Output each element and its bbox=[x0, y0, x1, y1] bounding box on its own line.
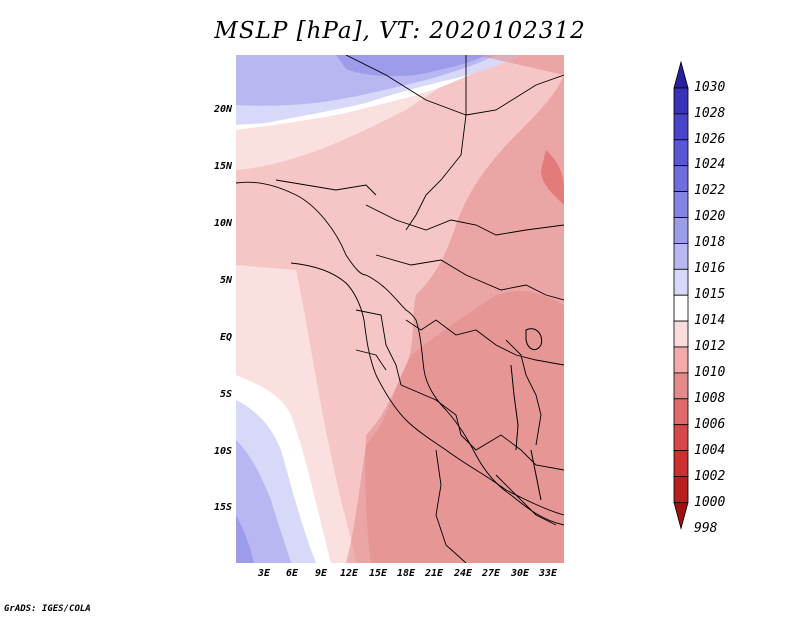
drc-north bbox=[375, 254, 564, 301]
colorbar-bottom-arrow bbox=[673, 502, 689, 530]
lon-tick-21e: 21E bbox=[424, 568, 444, 579]
legend-label-1030: 1030 bbox=[694, 80, 726, 95]
colorbar-top-arrow bbox=[673, 60, 689, 89]
legend-label-1010: 1010 bbox=[694, 365, 726, 380]
north-border-1 bbox=[345, 55, 467, 116]
legend-label-1018: 1018 bbox=[694, 235, 726, 250]
borders bbox=[236, 55, 564, 563]
lon-tick-12e: 12E bbox=[339, 568, 359, 579]
colorbar-swatch-1015 bbox=[673, 268, 689, 296]
legend-label-1014: 1014 bbox=[694, 313, 726, 328]
angola-border bbox=[400, 384, 564, 471]
legend-label-1015: 1015 bbox=[694, 287, 726, 302]
lon-tick-6e: 6E bbox=[285, 568, 299, 579]
zambia-border bbox=[435, 449, 467, 563]
coastline bbox=[236, 181, 564, 526]
colorbar-swatch-1020 bbox=[673, 191, 689, 218]
legend-label-1016: 1016 bbox=[694, 261, 726, 276]
legend-label-1022: 1022 bbox=[694, 183, 726, 198]
lakes-border bbox=[505, 339, 542, 446]
drc-central bbox=[405, 319, 564, 366]
lake-tanganyika bbox=[510, 364, 519, 451]
lon-tick-18e: 18E bbox=[396, 568, 416, 579]
legend-label-1008: 1008 bbox=[694, 391, 726, 406]
colorbar-swatch-1024 bbox=[673, 139, 689, 167]
lat-tick-10s: 10S bbox=[213, 446, 232, 457]
legend-label-1006: 1006 bbox=[694, 417, 726, 432]
legend-label-1028: 1028 bbox=[694, 106, 726, 121]
colorbar-swatch-1006 bbox=[673, 398, 689, 426]
field-1018-n bbox=[336, 55, 486, 77]
lon-tick-27e: 27E bbox=[481, 568, 501, 579]
lat-tick-15s: 15S bbox=[213, 502, 232, 513]
legend-label-1026: 1026 bbox=[694, 132, 726, 147]
lake-victoria bbox=[525, 328, 543, 351]
colorbar-swatch-1012 bbox=[673, 320, 689, 348]
lat-tick-5s: 5S bbox=[219, 389, 232, 400]
grads-credit: GrADS: IGES/COLA bbox=[4, 604, 91, 614]
congo-border bbox=[355, 349, 387, 371]
legend-label-1012: 1012 bbox=[694, 339, 726, 354]
lat-tick-15n: 15N bbox=[213, 161, 232, 172]
field-1016-sw bbox=[236, 440, 291, 563]
field-1006-ne bbox=[541, 150, 564, 205]
lake-malawi bbox=[530, 449, 542, 501]
colorbar-swatch-1028 bbox=[673, 87, 689, 115]
colorbar-swatch-1022 bbox=[673, 165, 689, 192]
mslp-map bbox=[236, 55, 564, 563]
sahel-border bbox=[275, 179, 377, 196]
legend-label-1024: 1024 bbox=[694, 157, 726, 172]
colorbar-swatch-1016 bbox=[673, 242, 689, 270]
chad-border bbox=[405, 114, 467, 231]
lat-tick-5n: 5N bbox=[219, 275, 232, 286]
lon-tick-9e: 9E bbox=[314, 568, 328, 579]
lon-tick-33e: 33E bbox=[538, 568, 558, 579]
lon-tick-3e: 3E bbox=[257, 568, 271, 579]
colorbar-swatch-1026 bbox=[673, 113, 689, 141]
colorbar-swatch-1018 bbox=[673, 217, 689, 244]
lon-tick-15e: 15E bbox=[368, 568, 388, 579]
colorbar-swatch-1000 bbox=[673, 476, 689, 503]
west-coast bbox=[290, 262, 564, 516]
lon-tick-30e: 30E bbox=[510, 568, 530, 579]
legend-label-1002: 1002 bbox=[694, 469, 726, 484]
gabon-border bbox=[355, 309, 402, 386]
colorbar bbox=[673, 60, 689, 530]
lakes bbox=[510, 328, 543, 501]
colorbar-swatch-1014 bbox=[673, 294, 689, 322]
colorbar-swatch-1004 bbox=[673, 424, 689, 452]
lon-tick-24e: 24E bbox=[453, 568, 473, 579]
colorbar-swatch-1002 bbox=[673, 450, 689, 477]
map-title: MSLP [hPa], VT: 2020102312 bbox=[214, 18, 586, 44]
moz-border bbox=[495, 474, 557, 526]
legend-label-1000: 1000 bbox=[694, 495, 726, 510]
field-1008-south bbox=[365, 290, 564, 563]
field-1018-sw bbox=[236, 515, 254, 563]
colorbar-swatch-1010 bbox=[673, 346, 689, 374]
lat-tick-10n: 10N bbox=[213, 218, 232, 229]
lat-tick-20n: 20N bbox=[213, 104, 232, 115]
legend-label-1004: 1004 bbox=[694, 443, 726, 458]
legend-label-998: 998 bbox=[694, 521, 718, 536]
map-canvas bbox=[236, 55, 564, 563]
legend-label-1020: 1020 bbox=[694, 209, 726, 224]
car-border bbox=[365, 204, 564, 236]
lat-tick-eq: EQ bbox=[219, 332, 232, 343]
colorbar-swatch-1008 bbox=[673, 372, 689, 400]
egypt-border bbox=[465, 74, 564, 116]
